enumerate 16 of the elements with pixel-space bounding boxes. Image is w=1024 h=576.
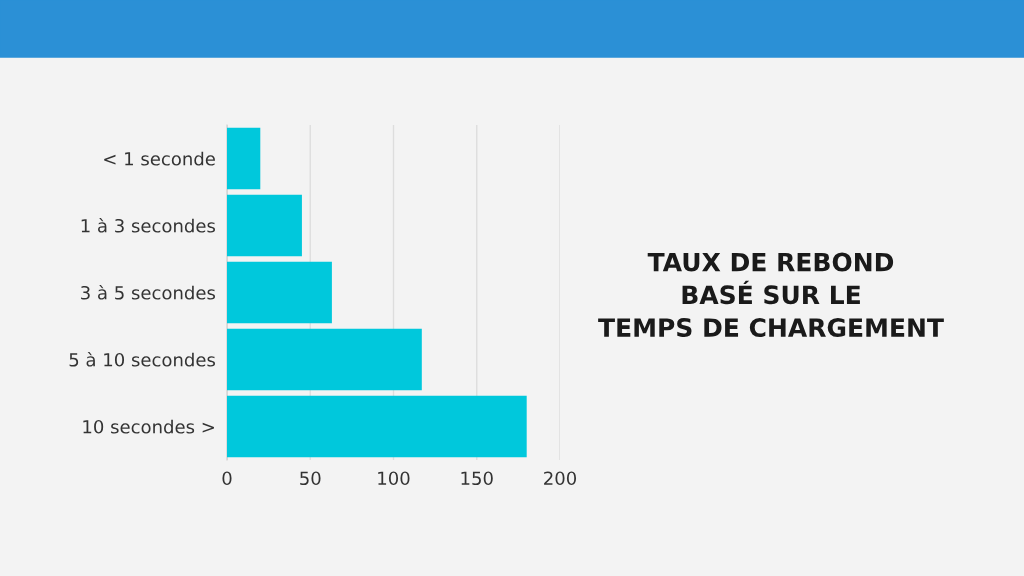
y-tick-label: 10 secondes > [83,419,214,434]
bar [227,261,332,324]
y-tick-label: 1 à 3 secondes [81,217,216,233]
x-tick-label: 150 [461,471,493,486]
text: TAUX DE REBOND BASÉ SUR LE TEMPS DE CHARGEMENT [598,252,944,337]
y-tick-label: 5 à 10 secondes [69,351,216,367]
y-tick-label: < 1 seconde [104,151,215,166]
bar [227,395,527,458]
y-tick-label: 3 à 5 secondes [81,284,216,300]
x-tick-label: 0 [222,471,232,486]
x-tick-label: 50 [300,471,321,486]
x-tick-label: 200 [544,471,577,486]
bar [227,194,302,257]
x-tick-label: 100 [378,471,410,486]
bar [227,127,261,190]
bar [227,328,422,391]
